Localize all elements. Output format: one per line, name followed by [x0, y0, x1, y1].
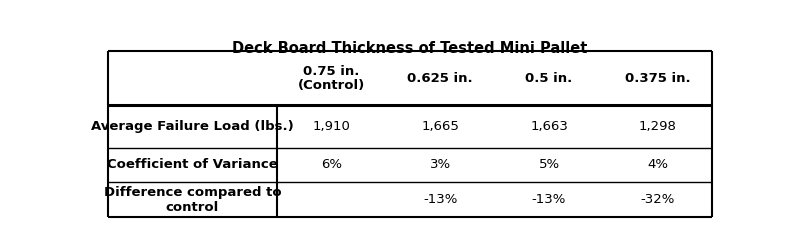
Text: Average Failure Load (lbs.): Average Failure Load (lbs.) [91, 120, 294, 133]
Text: 0.75 in.: 0.75 in. [303, 65, 360, 78]
Text: -13%: -13% [423, 193, 458, 206]
Text: 0.375 in.: 0.375 in. [625, 72, 690, 85]
Text: 0.625 in.: 0.625 in. [407, 72, 473, 85]
Text: 4%: 4% [647, 158, 668, 171]
Text: 1,298: 1,298 [639, 120, 677, 133]
Text: Difference compared to
control: Difference compared to control [103, 186, 281, 214]
Text: 5%: 5% [538, 158, 559, 171]
Text: 1,663: 1,663 [530, 120, 568, 133]
Text: 1,910: 1,910 [313, 120, 350, 133]
Text: (Control): (Control) [298, 79, 365, 92]
Text: 6%: 6% [321, 158, 342, 171]
Text: Deck Board Thickness of Tested Mini Pallet: Deck Board Thickness of Tested Mini Pall… [232, 40, 588, 56]
Text: 1,665: 1,665 [422, 120, 459, 133]
Text: 0.5 in.: 0.5 in. [526, 72, 573, 85]
Text: Coefficient of Variance: Coefficient of Variance [107, 158, 278, 171]
Text: 3%: 3% [430, 158, 450, 171]
Text: -32%: -32% [641, 193, 675, 206]
Text: -13%: -13% [532, 193, 566, 206]
